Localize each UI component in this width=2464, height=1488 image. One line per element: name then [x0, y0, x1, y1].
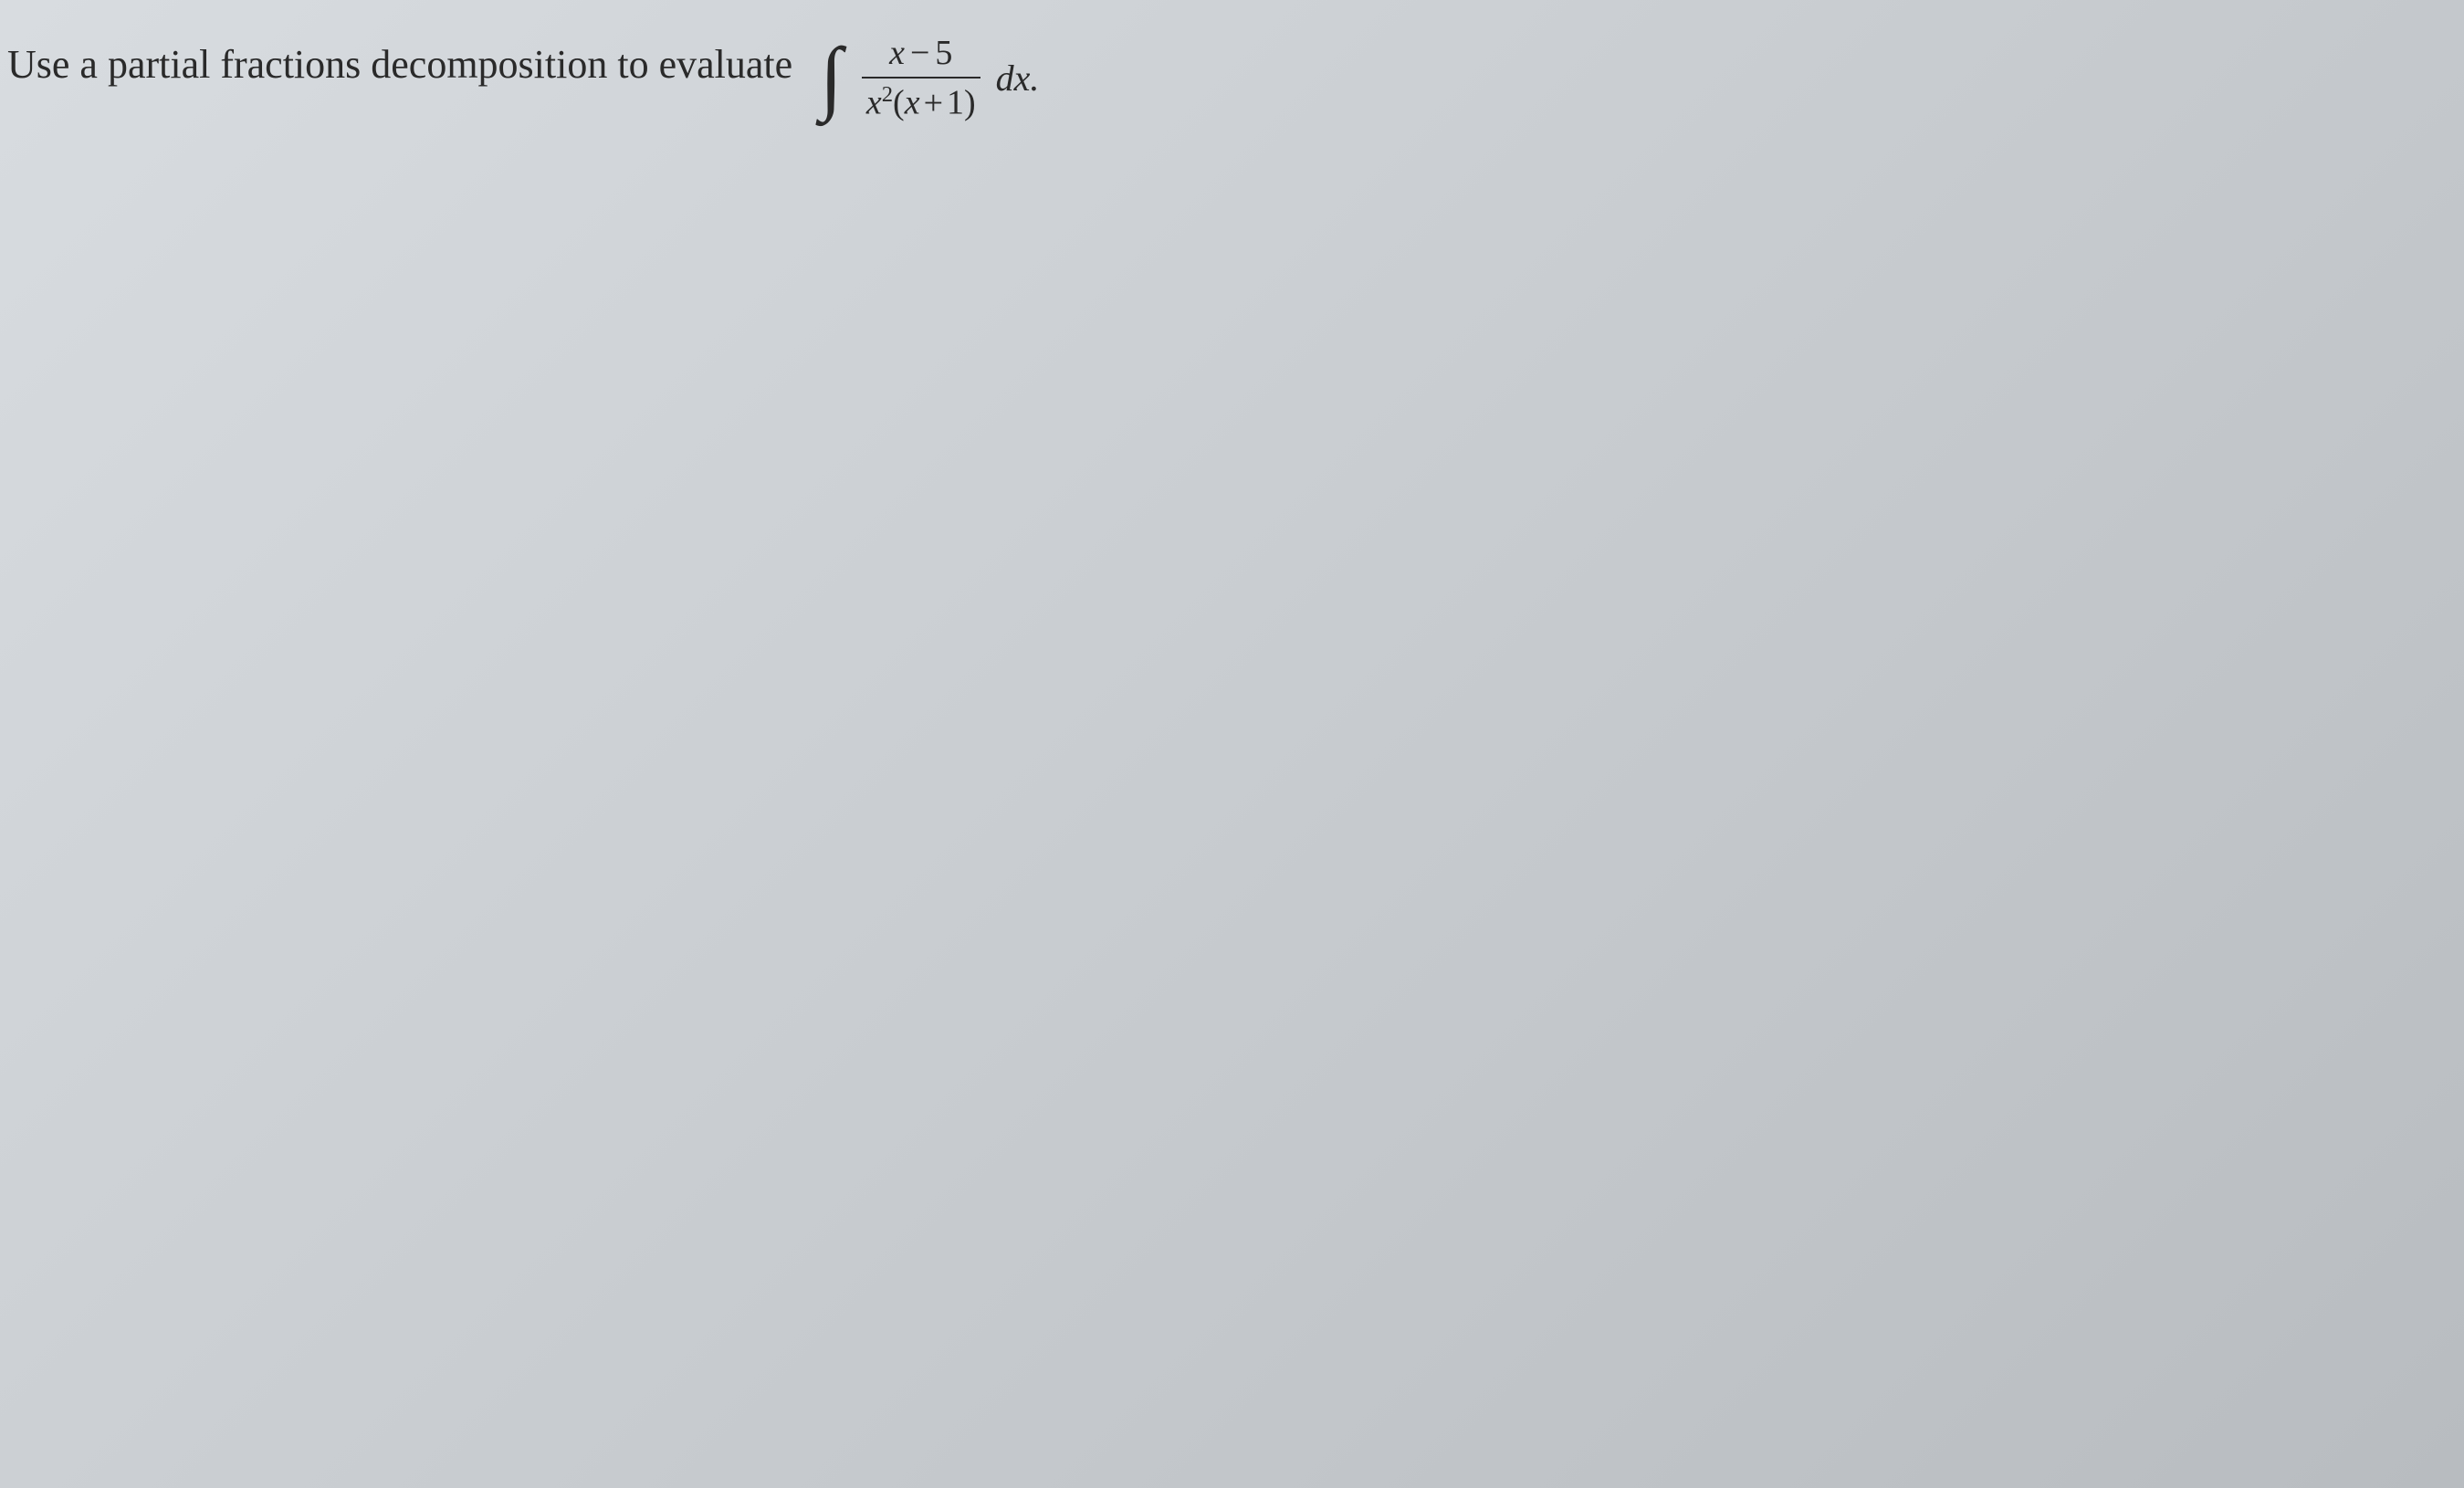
inner-operator: +: [924, 84, 943, 122]
fraction: x−5 x2(x+1): [857, 33, 985, 123]
inner-variable: x: [905, 84, 920, 122]
denominator: x2(x+1): [857, 79, 985, 123]
denominator-base: x: [866, 84, 882, 122]
inner-constant: 1: [947, 84, 964, 122]
integral-symbol: ∫: [820, 37, 843, 119]
integral-expression: ∫ x−5 x2(x+1) dx.: [820, 33, 1039, 123]
numerator: x−5: [862, 33, 980, 79]
denominator-exponent: 2: [882, 82, 893, 107]
numerator-operator: −: [910, 34, 929, 72]
numerator-variable: x: [889, 34, 905, 72]
close-paren: ): [964, 84, 976, 122]
open-paren: (: [893, 84, 905, 122]
numerator-constant: 5: [935, 34, 952, 72]
problem-container: Use a partial fractions decomposition to…: [0, 0, 2464, 134]
differential: dx.: [996, 57, 1040, 100]
instruction-text: Use a partial fractions decomposition to…: [7, 37, 792, 93]
